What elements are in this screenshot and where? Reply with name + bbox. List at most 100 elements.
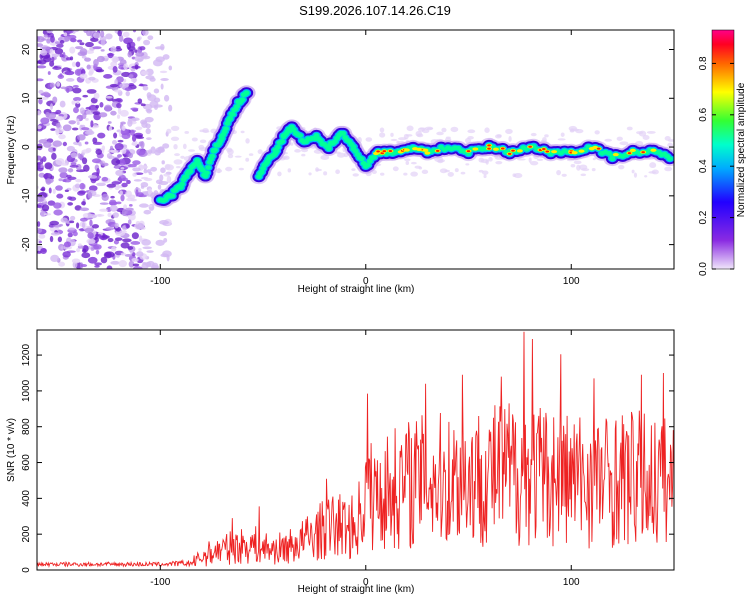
noise-speckle xyxy=(44,162,53,170)
noise-speckle xyxy=(158,180,169,186)
noise-speckle xyxy=(119,109,129,117)
spectrogram-ridge xyxy=(151,85,674,209)
noise-speckle xyxy=(37,65,47,69)
noise-speckle xyxy=(626,126,633,131)
noise-speckle xyxy=(116,45,121,49)
noise-speckle xyxy=(120,242,130,249)
noise-speckle xyxy=(77,153,81,159)
noise-speckle xyxy=(56,43,64,48)
noise-speckle xyxy=(95,214,105,217)
noise-speckle xyxy=(649,162,657,169)
ridge-hotspot xyxy=(376,150,380,153)
noise-speckle xyxy=(62,251,71,258)
noise-speckle xyxy=(79,48,88,56)
colorbar-tick-label: 0.2 xyxy=(698,210,709,224)
noise-speckle xyxy=(578,164,588,170)
noise-speckle xyxy=(215,168,223,174)
ridge-blob xyxy=(229,112,236,117)
noise-speckle xyxy=(74,68,83,76)
noise-speckle xyxy=(87,213,98,219)
noise-speckle xyxy=(234,155,242,158)
noise-speckle xyxy=(40,49,48,56)
noise-speckle xyxy=(102,235,110,239)
noise-speckle xyxy=(70,162,77,166)
noise-speckle xyxy=(110,195,115,199)
noise-speckle xyxy=(85,147,92,153)
noise-speckle xyxy=(52,188,56,194)
noise-speckle xyxy=(77,39,83,43)
noise-speckle xyxy=(85,117,89,121)
ridge-hotspot xyxy=(650,148,657,152)
noise-speckle xyxy=(67,232,73,238)
noise-speckle xyxy=(155,239,165,246)
ridge-blob xyxy=(212,147,219,153)
noise-speckle xyxy=(132,263,140,267)
noise-speckle xyxy=(170,125,180,131)
noise-speckle xyxy=(591,168,596,172)
noise-speckle xyxy=(103,74,113,79)
noise-speckle xyxy=(144,177,153,182)
noise-speckle xyxy=(482,170,489,175)
noise-speckle xyxy=(126,179,131,185)
chart-title: S199.2026.107.14.26.C19 xyxy=(299,3,451,18)
ridge-blob xyxy=(258,169,265,175)
noise-speckle xyxy=(46,38,51,44)
noise-speckle xyxy=(483,174,487,179)
noise-speckle xyxy=(70,152,78,159)
noise-speckle xyxy=(556,169,561,176)
noise-speckle xyxy=(141,120,148,129)
noise-speckle xyxy=(79,182,86,190)
noise-speckle xyxy=(162,54,170,60)
y-tick-label: -10 xyxy=(21,188,32,203)
noise-speckle xyxy=(147,35,154,41)
noise-speckle xyxy=(139,46,146,51)
ridge-blob xyxy=(297,133,304,138)
noise-speckle xyxy=(454,168,459,173)
noise-speckle xyxy=(335,169,340,175)
noise-speckle xyxy=(84,57,92,62)
y-tick-label: 0 xyxy=(21,144,32,150)
noise-speckle xyxy=(159,174,164,182)
noise-speckle xyxy=(106,265,113,269)
noise-speckle xyxy=(560,132,565,137)
noise-speckle xyxy=(91,224,100,229)
noise-speckle xyxy=(49,220,60,226)
ridge-blob xyxy=(209,153,216,159)
noise-speckle xyxy=(160,83,164,90)
noise-speckle xyxy=(78,190,87,194)
y-tick-label: 0 xyxy=(21,567,32,573)
noise-speckle xyxy=(46,112,57,120)
noise-speckle xyxy=(38,240,43,244)
noise-speckle xyxy=(69,164,79,168)
noise-speckle xyxy=(118,34,124,42)
ridge-hotspot xyxy=(388,150,393,153)
noise-speckle xyxy=(143,169,148,174)
noise-speckle xyxy=(41,156,47,163)
noise-speckle xyxy=(95,69,105,73)
noise-speckle xyxy=(104,104,112,112)
noise-speckle xyxy=(53,209,63,216)
ridge-blob xyxy=(358,156,365,162)
y-tick-label: 1200 xyxy=(21,344,32,367)
snr-frame xyxy=(36,329,675,571)
ridge-hotspot xyxy=(542,148,546,151)
y-tick-label: 10 xyxy=(21,92,32,104)
noise-speckle xyxy=(287,168,292,173)
noise-speckle xyxy=(146,260,155,267)
noise-speckle xyxy=(134,64,139,70)
noise-speckle xyxy=(68,227,76,231)
noise-speckle xyxy=(136,251,144,258)
noise-speckle xyxy=(646,130,656,134)
noise-speckle xyxy=(81,201,86,206)
noise-speckle xyxy=(70,215,76,221)
noise-speckle xyxy=(592,157,596,161)
colorbar-tick-label: 0.4 xyxy=(698,159,709,173)
noise-speckle xyxy=(56,81,61,87)
noise-speckle xyxy=(105,95,113,99)
noise-speckle xyxy=(392,166,399,172)
noise-speckle xyxy=(130,198,137,202)
ridge-blob xyxy=(227,116,234,122)
noise-speckle xyxy=(132,167,141,172)
noise-speckle xyxy=(60,217,68,223)
ridge-hotspot xyxy=(472,147,479,151)
